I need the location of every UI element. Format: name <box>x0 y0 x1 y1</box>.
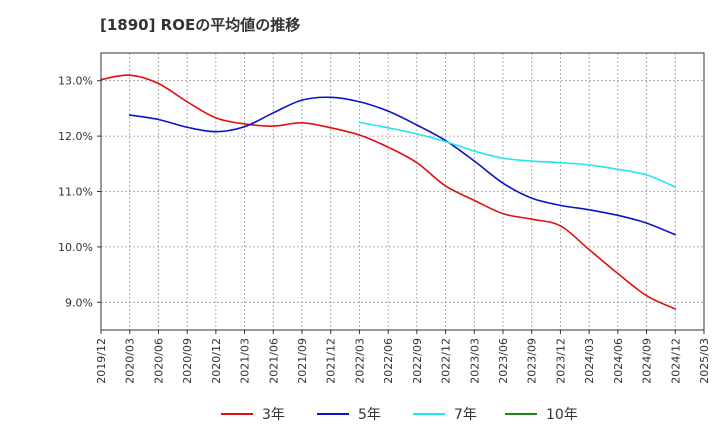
x-tick-label: 2020/06 <box>152 338 165 384</box>
y-tick-label: 11.0% <box>58 186 93 199</box>
x-tick-label: 2021/03 <box>239 338 252 384</box>
x-tick-label: 2022/12 <box>440 338 453 384</box>
legend-label-4: 10年 <box>546 407 578 423</box>
x-tick-label: 2022/06 <box>382 338 395 384</box>
grid <box>101 53 704 330</box>
x-tick-label: 2022/09 <box>411 338 424 384</box>
legend-label-2: 5年 <box>358 407 381 423</box>
y-tick-label: 13.0% <box>58 75 93 88</box>
x-axis: 2019/12 2020/03 2020/06 2020/09 2020/12 2021/… <box>95 330 711 384</box>
chart-title: [1890] ROEの平均値の推移 <box>100 16 301 34</box>
x-tick-label: 2021/06 <box>267 338 280 384</box>
x-tick-label: 2022/03 <box>353 338 366 384</box>
x-tick-label: 2023/12 <box>554 338 567 384</box>
x-tick-label: 2024/03 <box>583 338 596 384</box>
y-tick-label: 12.0% <box>58 130 93 143</box>
x-tick-label: 2024/06 <box>612 338 625 384</box>
y-axis: 9.0% 10.0% 11.0% 12.0% 13.0% <box>58 75 101 309</box>
legend: 3年 5年 7年 10年 <box>221 407 578 423</box>
x-tick-label: 2024/09 <box>641 338 654 384</box>
x-tick-label: 2021/09 <box>296 338 309 384</box>
x-tick-label: 2025/03 <box>698 338 711 384</box>
x-tick-label: 2023/09 <box>526 338 539 384</box>
x-tick-label: 2023/03 <box>468 338 481 384</box>
x-tick-label: 2020/09 <box>181 338 194 384</box>
x-tick-label: 2020/12 <box>210 338 223 384</box>
x-tick-label: 2019/12 <box>95 338 108 384</box>
series-line-1 <box>100 74 677 310</box>
series-lines <box>100 74 677 310</box>
y-tick-label: 10.0% <box>58 241 93 254</box>
x-tick-label: 2020/03 <box>124 338 137 384</box>
series-line-3 <box>358 121 677 188</box>
series-line-2 <box>128 96 677 236</box>
x-tick-label: 2021/12 <box>325 338 338 384</box>
y-tick-label: 9.0% <box>65 296 93 309</box>
legend-label-1: 3年 <box>262 407 285 423</box>
x-tick-label: 2023/06 <box>497 338 510 384</box>
x-tick-label: 2024/12 <box>669 338 682 384</box>
legend-label-3: 7年 <box>454 407 477 423</box>
